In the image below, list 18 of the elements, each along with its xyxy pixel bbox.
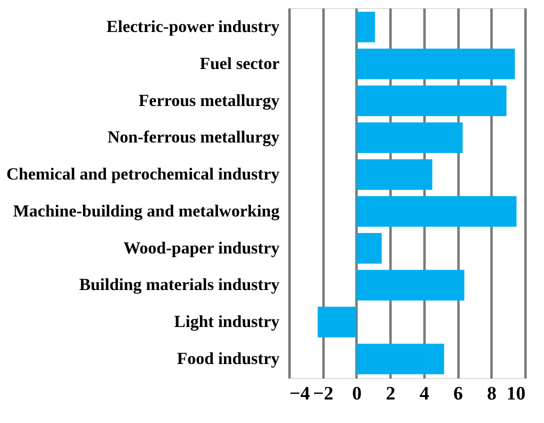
y-tick-label: Food industry (177, 349, 280, 368)
x-tick-label: 10 (506, 384, 526, 404)
x-tick-label: 6 (453, 384, 463, 404)
y-tick-label: Wood-paper industry (123, 238, 280, 258)
x-tick-label: 2 (386, 384, 396, 404)
x-tick-label: 0 (352, 384, 362, 404)
y-tick-label: Light industry (174, 312, 280, 332)
x-tick-label: 8 (487, 384, 497, 404)
y-tick-label: Non-ferrous metallurgy (107, 128, 280, 147)
y-tick-label: Machine-building and metalworking (13, 201, 280, 220)
x-tick-label: −2 (313, 384, 334, 404)
y-tick-label: Building materials industry (79, 275, 280, 294)
y-tick-label: Electric-power industry (106, 17, 280, 36)
y-tick-label: Ferrous metallurgy (138, 90, 280, 110)
x-tick-label: −4 (290, 384, 310, 404)
y-tick-label: Chemical and petrochemical industry (6, 164, 280, 184)
x-tick-label: 4 (420, 384, 430, 404)
y-tick-label: Fuel sector (200, 54, 280, 73)
